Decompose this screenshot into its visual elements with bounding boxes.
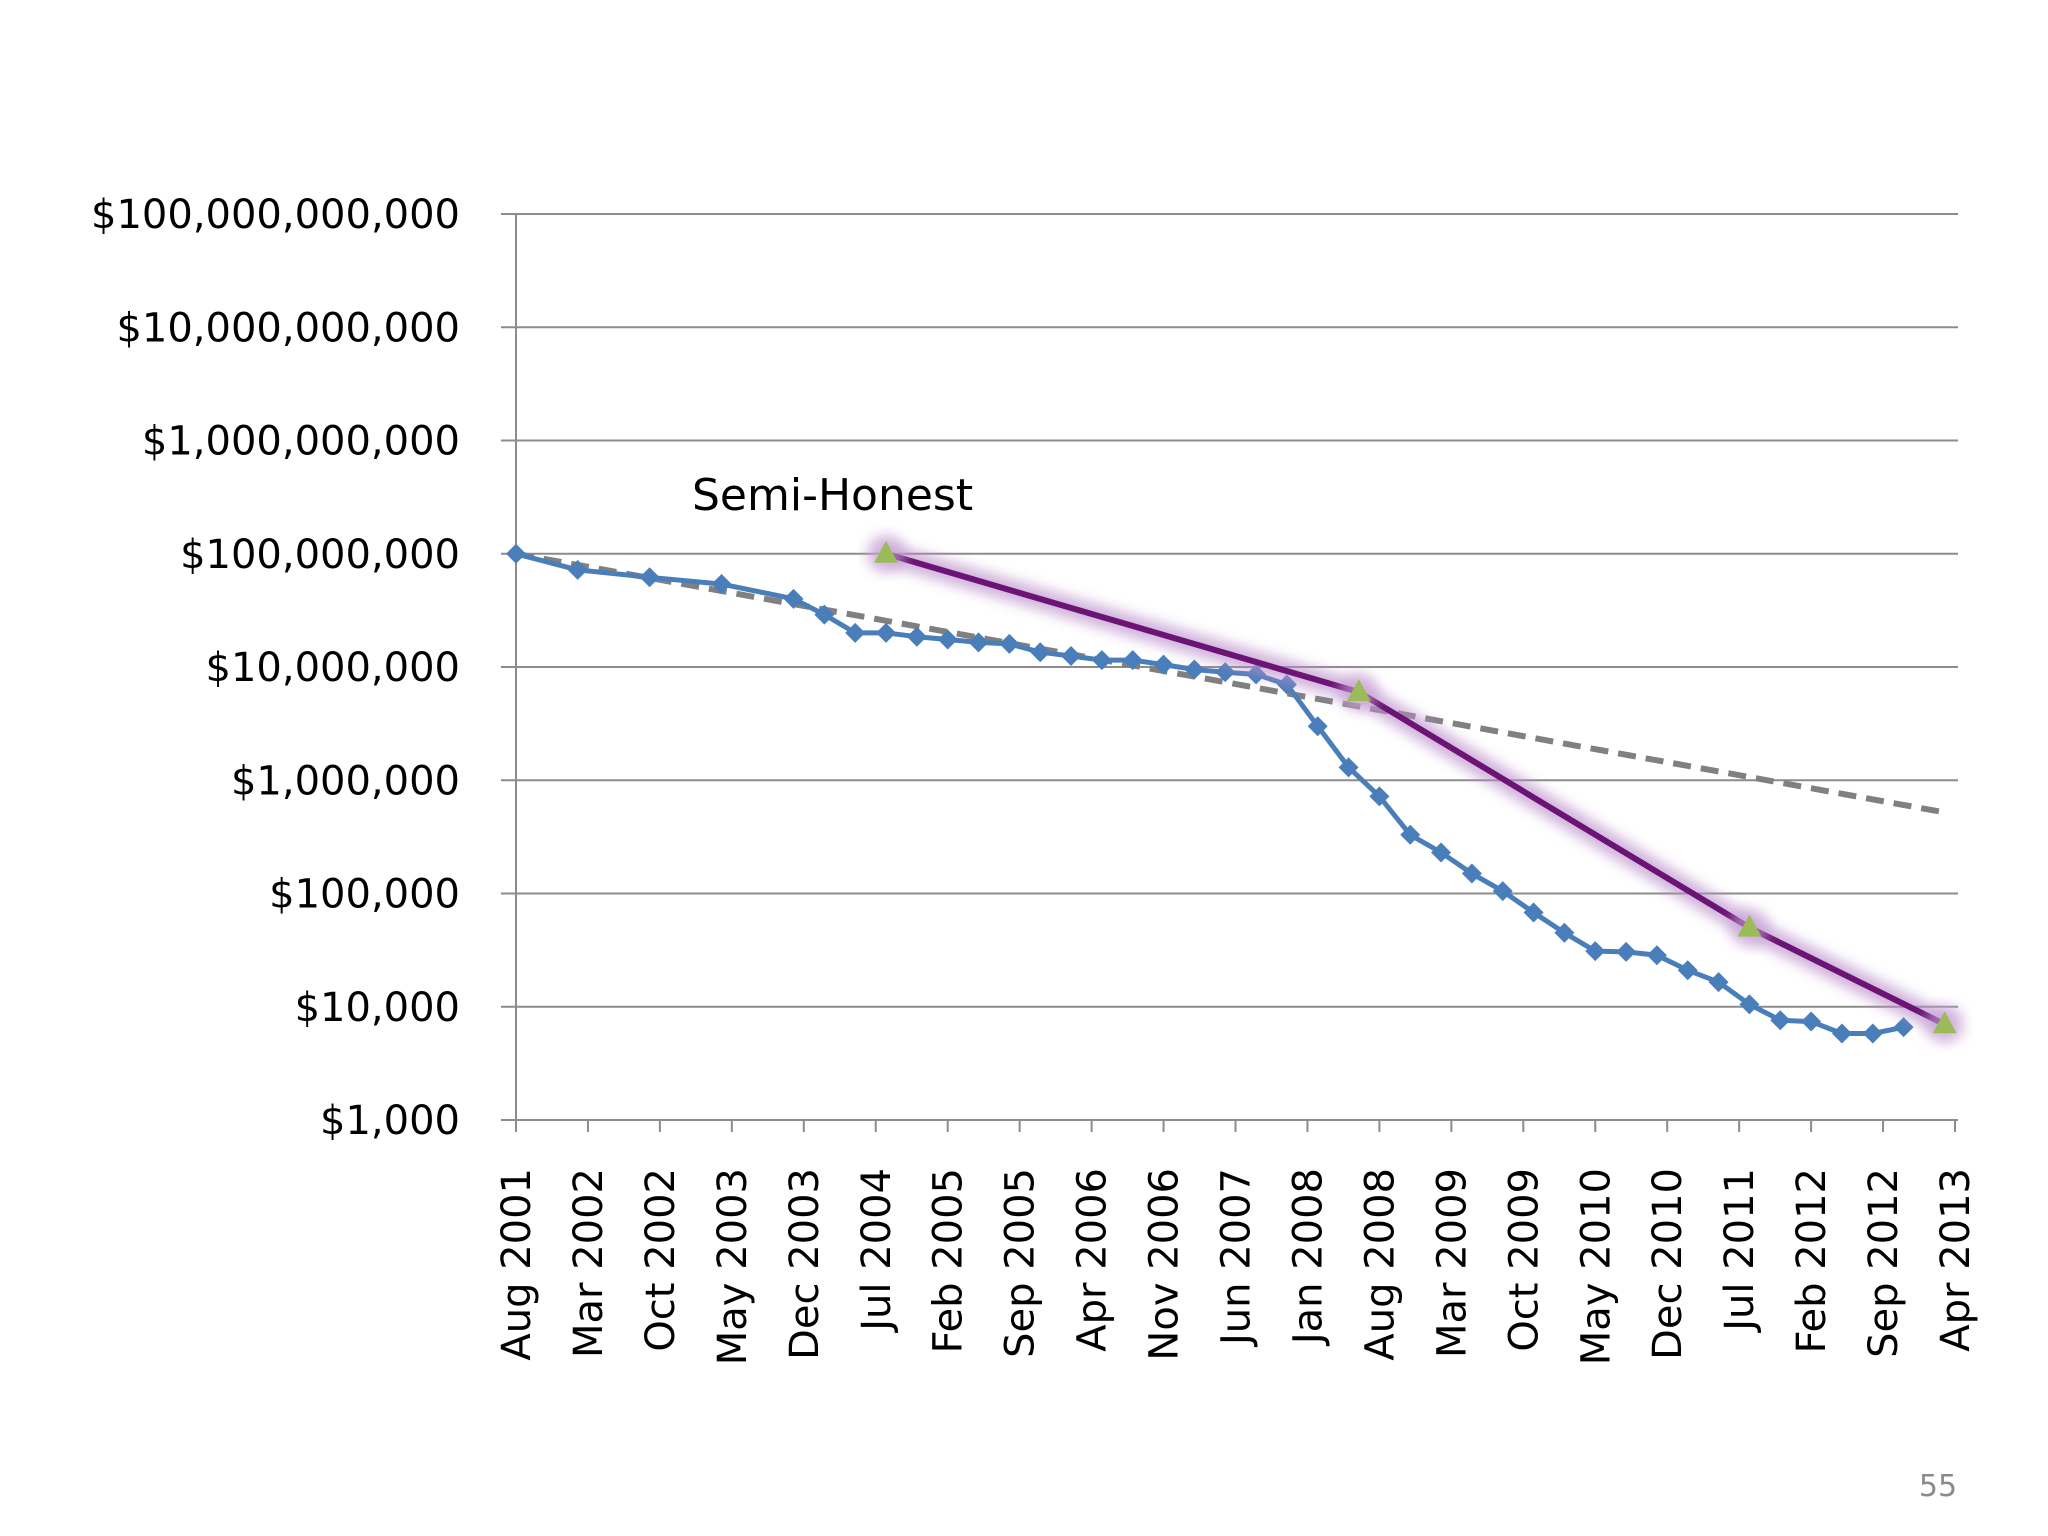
y-tick-label: $1,000	[320, 1098, 460, 1144]
series-trend	[515, 550, 1946, 816]
data-point	[1091, 650, 1112, 671]
y-tick-label: $10,000,000	[206, 645, 460, 691]
series-fit	[866, 533, 1965, 1045]
x-tick-label: Dec 2003	[782, 1168, 828, 1360]
y-tick-label: $10,000	[295, 985, 460, 1031]
data-point	[1215, 662, 1236, 683]
data-point	[1338, 757, 1359, 778]
fit-point	[1346, 679, 1371, 702]
data-point	[1030, 642, 1051, 663]
x-tick-label: Feb 2005	[926, 1168, 972, 1353]
series-layer	[506, 533, 1965, 1045]
data-point	[1153, 654, 1174, 675]
x-tick-label: Jan 2008	[1285, 1168, 1331, 1347]
data-point	[876, 622, 897, 643]
data-point	[1369, 786, 1390, 807]
data-point	[1677, 960, 1698, 981]
data-point	[506, 543, 526, 564]
data-point	[1523, 902, 1544, 923]
x-tick-label: May 2003	[710, 1168, 756, 1365]
x-tick-label: Dec 2010	[1645, 1168, 1691, 1360]
x-tick-label: Sep 2005	[998, 1168, 1044, 1358]
data-point	[968, 632, 989, 653]
x-tick-label: Nov 2006	[1142, 1168, 1188, 1361]
y-tick-label: $100,000,000,000	[91, 192, 460, 238]
data-point	[1893, 1017, 1914, 1038]
x-tick-label: Feb 2012	[1789, 1168, 1835, 1353]
data-point	[999, 633, 1020, 654]
trend-line	[515, 550, 1946, 816]
x-tick-label: Oct 2009	[1501, 1168, 1547, 1352]
data-point	[1554, 922, 1575, 943]
series-data	[506, 543, 1914, 1044]
x-tick-label: Oct 2002	[638, 1168, 684, 1352]
x-tick-label: Apr 2006	[1070, 1168, 1116, 1352]
y-tick-label: $1,000,000,000	[142, 419, 460, 465]
data-point	[1061, 646, 1082, 667]
data-point	[1770, 1010, 1791, 1031]
data-point	[1461, 863, 1482, 884]
fit-line-glow	[875, 542, 1956, 1036]
data-point	[814, 604, 835, 625]
x-tick-label: Jul 2011	[1717, 1168, 1763, 1334]
data-point	[1831, 1023, 1852, 1044]
data-point	[1400, 824, 1421, 845]
x-tick-label: Aug 2001	[494, 1168, 540, 1361]
data-point	[1307, 716, 1328, 737]
data-point	[1616, 941, 1637, 962]
annotations: Semi-Honest	[692, 470, 973, 521]
fit-point	[1737, 914, 1762, 937]
data-point	[845, 622, 866, 643]
axes	[515, 214, 1956, 1132]
x-tick-label: Sep 2012	[1861, 1168, 1907, 1358]
x-tick-label: Jun 2007	[1214, 1168, 1260, 1348]
page-number: 55	[1919, 1469, 1957, 1504]
data-point	[639, 567, 660, 588]
data-point	[711, 574, 732, 595]
data-point	[1708, 972, 1729, 993]
x-axis-labels: Aug 2001 Mar 2002 Oct 2002 May 2003 Dec 2003…	[494, 1168, 1979, 1365]
y-axis-labels: $1,000 $10,000 $100,000 $1,000,000 $10,000,0…	[91, 192, 460, 1144]
data-point	[1585, 941, 1606, 962]
data-point	[1184, 659, 1205, 680]
fit-point	[1932, 1011, 1957, 1034]
data-point	[783, 588, 804, 609]
x-tick-label: Mar 2009	[1429, 1168, 1475, 1358]
data-point	[937, 629, 958, 650]
y-tick-label: $100,000,000	[180, 532, 460, 578]
data-point	[567, 559, 588, 580]
data-point	[1801, 1011, 1822, 1032]
x-tick-label: Aug 2008	[1357, 1168, 1403, 1361]
fit-line	[885, 550, 1947, 1027]
data-point	[1646, 945, 1667, 966]
x-tick-label: May 2010	[1573, 1168, 1619, 1365]
data-point	[1122, 650, 1143, 671]
data-point	[906, 626, 927, 647]
x-tick-label: Apr 2013	[1933, 1168, 1979, 1352]
fit-point	[874, 540, 899, 563]
y-tick-label: $1,000,000	[231, 758, 460, 804]
data-point	[1739, 994, 1760, 1015]
x-tick-label: Mar 2002	[566, 1168, 612, 1358]
data-point	[1431, 842, 1452, 863]
data-line	[515, 551, 1905, 1036]
annotation-label: Semi-Honest	[692, 470, 973, 521]
data-point	[1492, 881, 1513, 902]
x-tick-label: Jul 2004	[854, 1168, 900, 1334]
y-tick-label: $100,000	[269, 872, 460, 918]
y-tick-label: $10,000,000,000	[116, 305, 460, 351]
data-point	[1862, 1023, 1883, 1044]
